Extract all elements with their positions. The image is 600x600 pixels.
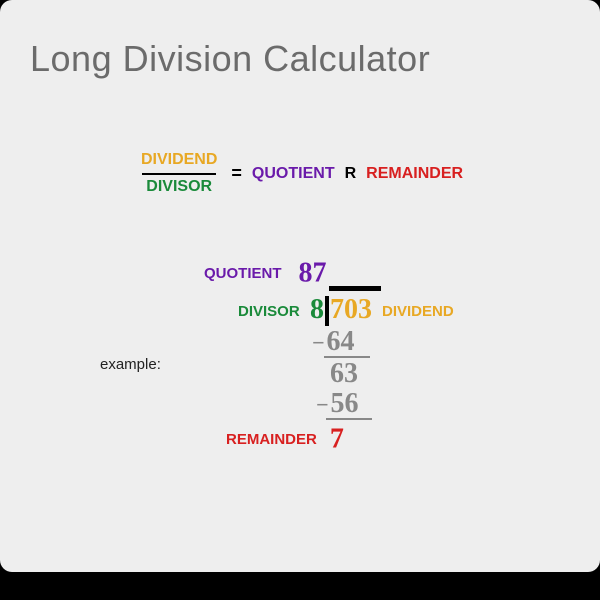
- step-2: 63: [330, 360, 358, 388]
- quotient-row: QUOTIENT 87: [204, 258, 327, 288]
- dividend-text: DIVIDEND: [382, 304, 454, 319]
- divisor-dividend-row: 8703: [310, 294, 372, 324]
- page-title: Long Division Calculator: [30, 38, 570, 80]
- remainder-label: REMAINDER: [366, 165, 463, 183]
- equals-sign: =: [231, 163, 242, 184]
- step1-value: 64: [327, 326, 355, 357]
- r-label: R: [345, 165, 357, 183]
- step-1: −64: [312, 328, 355, 356]
- division-bracket: [325, 296, 329, 326]
- step2-value: 63: [330, 358, 358, 389]
- step3-value: 56: [331, 388, 359, 419]
- divisor-text: DIVISOR: [238, 304, 300, 319]
- divisor-label: DIVISOR: [142, 173, 216, 198]
- division-bar: [329, 286, 381, 291]
- quotient-label: QUOTIENT: [252, 165, 335, 183]
- example-label: example:: [100, 356, 161, 373]
- example-area: example: QUOTIENT 87 DIVISOR 8703 DIVIDE…: [30, 258, 570, 498]
- minus-1: −: [312, 330, 325, 355]
- formula-row: DIVIDEND DIVISOR = QUOTIENT R REMAINDER: [30, 150, 570, 198]
- step-3: −56: [316, 390, 359, 418]
- calculator-card: Long Division Calculator DIVIDEND DIVISO…: [0, 0, 600, 572]
- fraction: DIVIDEND DIVISOR: [137, 150, 221, 198]
- dividend-value: 703: [330, 294, 372, 325]
- remainder-value: 7: [330, 423, 344, 454]
- dividend-label: DIVIDEND: [137, 150, 221, 173]
- minus-2: −: [316, 392, 329, 417]
- remainder-text: REMAINDER: [226, 431, 317, 448]
- divisor-value: 8: [310, 294, 324, 325]
- remainder-row: REMAINDER 7: [226, 424, 344, 454]
- quotient-text: QUOTIENT: [204, 265, 282, 282]
- content-area: DIVIDEND DIVISOR = QUOTIENT R REMAINDER …: [30, 150, 570, 530]
- underline-2: [326, 418, 372, 420]
- quotient-value: 87: [299, 257, 327, 288]
